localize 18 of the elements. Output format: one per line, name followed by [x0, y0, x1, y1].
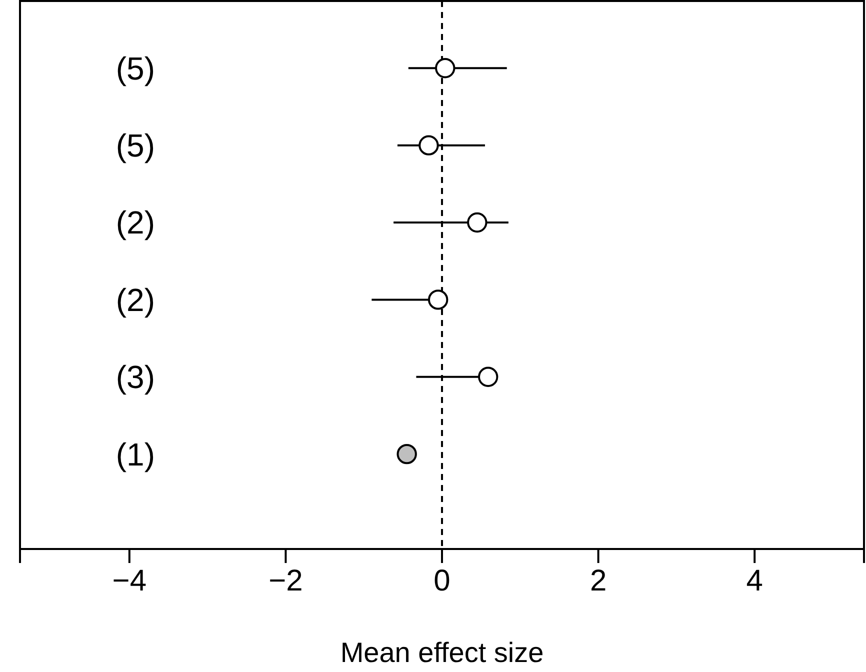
- x-tick-label: 4: [746, 564, 763, 598]
- y-tick-label: (5): [116, 50, 155, 86]
- y-tick-label: (2): [116, 204, 155, 241]
- point: [467, 212, 488, 233]
- point: [435, 58, 456, 78]
- point: [418, 135, 439, 156]
- x-axis-title: Mean effect size: [340, 637, 544, 668]
- x-tick-label: 0: [434, 564, 450, 598]
- point: [396, 444, 417, 464]
- x-tick-label: 2: [590, 564, 607, 598]
- y-tick-label: (5): [116, 128, 155, 164]
- x-tick-label: −2: [268, 564, 303, 598]
- y-tick-label: (2): [116, 282, 155, 318]
- point: [478, 366, 498, 387]
- y-tick-label: (1): [116, 436, 155, 472]
- x-tick-label: −4: [112, 564, 147, 598]
- point: [428, 290, 448, 310]
- y-tick-label: (3): [116, 359, 155, 396]
